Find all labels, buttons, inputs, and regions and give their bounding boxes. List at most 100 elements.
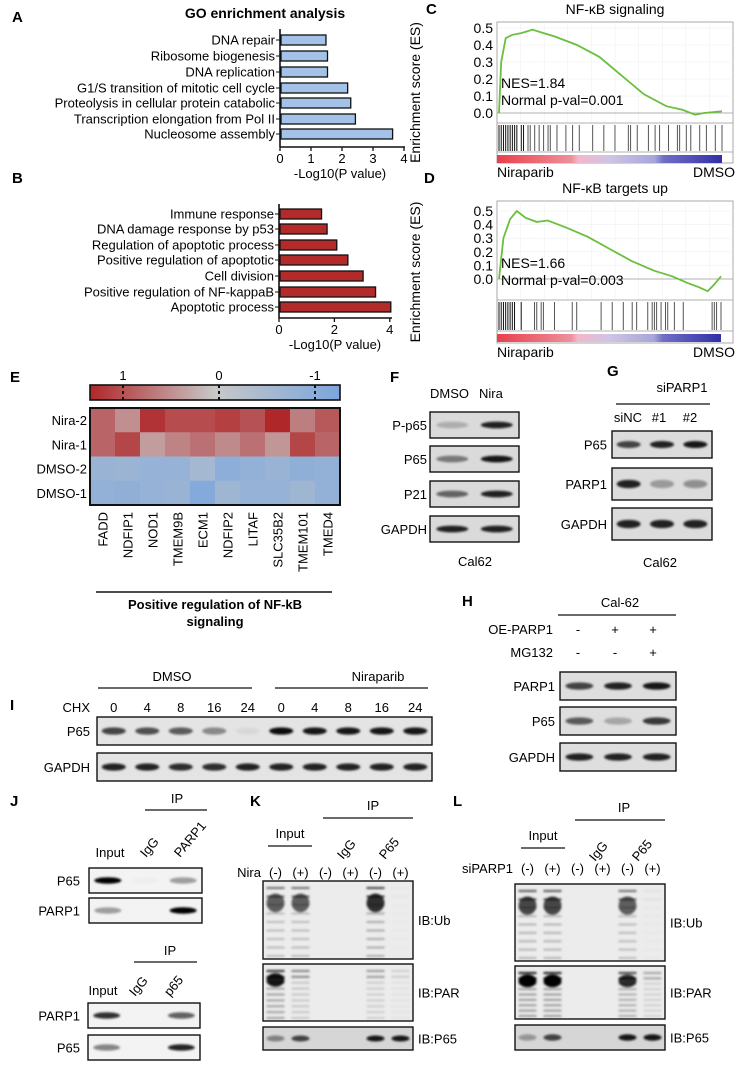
smear-band xyxy=(366,981,385,984)
rank-right-label: DMSO xyxy=(693,164,735,180)
smear-band xyxy=(266,1005,285,1008)
blot-panel xyxy=(514,965,666,1020)
heatmap-cell xyxy=(290,456,315,482)
smear-band xyxy=(618,948,637,951)
band xyxy=(565,717,594,725)
lane-label: P65 xyxy=(376,835,402,862)
smear-band xyxy=(643,1015,662,1017)
smear-band xyxy=(266,1017,285,1019)
blot-bands xyxy=(565,753,671,761)
blot-bands xyxy=(616,440,708,449)
blot-row-label: P65 xyxy=(67,724,90,739)
lane-label: Nira xyxy=(479,386,504,401)
rank-color-bar xyxy=(497,155,722,163)
band xyxy=(436,421,469,429)
blot-panel xyxy=(262,1026,414,1051)
blot-bands xyxy=(518,972,662,1017)
smear-band xyxy=(391,993,410,996)
smear-band xyxy=(266,887,285,889)
treatment-value: (-) xyxy=(269,865,282,880)
band xyxy=(616,519,641,529)
bar xyxy=(279,270,364,282)
treatment-value: (-) xyxy=(319,865,332,880)
panel-label-k: K xyxy=(250,793,261,810)
lane-label: IgG xyxy=(126,973,151,999)
band xyxy=(235,727,260,735)
band xyxy=(565,753,594,761)
heatmap-cell xyxy=(90,432,115,457)
y-tick-label: 0.4 xyxy=(474,37,494,53)
chart-title: NF-κB signaling xyxy=(566,1,665,17)
treatment-value: (-) xyxy=(521,861,534,876)
smear-band xyxy=(518,957,537,959)
heatmap-cell xyxy=(265,432,290,457)
smear-band xyxy=(291,1017,310,1019)
band xyxy=(543,974,562,988)
smear-band xyxy=(266,987,285,990)
band xyxy=(291,893,310,913)
colorbar-tick-label: 0 xyxy=(215,368,222,383)
blot-row-label: GAPDH xyxy=(381,522,427,537)
bar-label: Ribosome biogenesis xyxy=(151,49,276,64)
heatmap-cell xyxy=(290,408,315,433)
x-axis-label: -Log10(P value) xyxy=(289,337,381,352)
heatmap-col-label: TMEM9B xyxy=(171,512,186,566)
smear-band xyxy=(644,932,662,934)
smear-band xyxy=(266,938,285,940)
smear-band xyxy=(391,1017,410,1019)
heatmap-cell xyxy=(290,432,315,457)
lane-label: IgG xyxy=(334,836,359,862)
band xyxy=(167,1044,195,1051)
heatmap-row-label: DMSO-1 xyxy=(36,486,87,501)
smear-band xyxy=(618,923,637,926)
treatment-label: siPARP1 xyxy=(462,861,513,876)
smear-band xyxy=(366,1005,385,1008)
bar-label: Proteolysis in cellular protein cataboli… xyxy=(55,96,276,111)
smear-band xyxy=(291,921,310,923)
treatment-value: (+) xyxy=(644,861,660,876)
panel-label-e: E xyxy=(10,369,20,386)
smear-band xyxy=(366,955,385,957)
smear-band xyxy=(543,890,562,892)
condition-value: + xyxy=(649,645,657,660)
chx-value: 4 xyxy=(144,700,151,715)
blot-bands xyxy=(94,877,197,884)
smear-band xyxy=(266,921,285,923)
y-tick-label: 0.1 xyxy=(474,88,494,104)
smear-band xyxy=(291,946,310,949)
chx-value: 16 xyxy=(207,700,221,715)
band xyxy=(266,1035,285,1042)
heatmap-cell xyxy=(290,480,315,506)
panel-label-b: B xyxy=(12,170,23,187)
blot-bands xyxy=(436,421,513,429)
chart-title: GO enrichment analysis xyxy=(185,5,345,21)
smear-band xyxy=(291,1005,310,1008)
smear-band xyxy=(543,1004,562,1007)
smear-band xyxy=(518,998,537,1001)
nes-text: NES=1.66 xyxy=(501,255,565,271)
smear-band xyxy=(518,940,537,943)
band xyxy=(643,1034,662,1041)
smear-band xyxy=(643,988,662,991)
band xyxy=(518,974,537,988)
heatmap-cell xyxy=(90,408,115,433)
smear-band xyxy=(518,948,537,951)
treatment-value: (+) xyxy=(544,861,560,876)
bar xyxy=(279,239,338,251)
blot-row-label: P65 xyxy=(404,452,427,467)
band xyxy=(93,1012,121,1019)
blot-row-label: GAPDH xyxy=(44,760,90,775)
heatmap-frame xyxy=(89,407,341,506)
blot-panel xyxy=(262,963,414,1022)
cell-line-label: Cal62 xyxy=(643,555,677,570)
lane-label: #1 xyxy=(652,410,666,425)
smear-band xyxy=(392,947,410,949)
y-tick-label: 0.0 xyxy=(474,271,494,287)
band xyxy=(101,763,126,771)
heatmap-cell xyxy=(190,480,215,506)
heatmap-col-label: NOD1 xyxy=(146,512,161,548)
treatment-value: (-) xyxy=(621,861,634,876)
blot-bands xyxy=(436,490,513,498)
band xyxy=(650,519,674,529)
smear-band xyxy=(391,1011,410,1014)
